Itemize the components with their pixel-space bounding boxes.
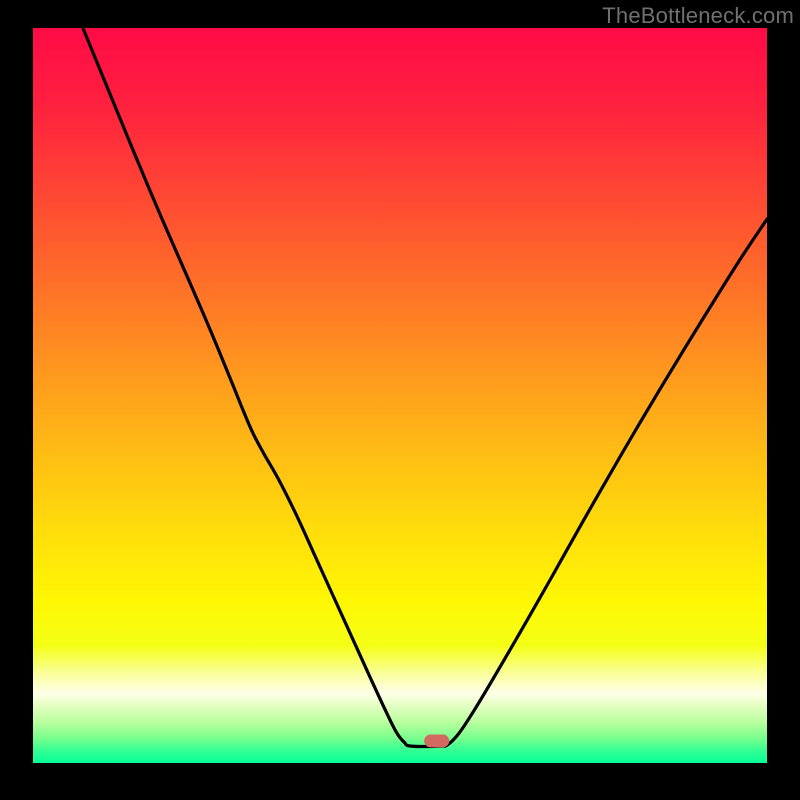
- optimum-marker: [424, 735, 449, 748]
- watermark-text: TheBottleneck.com: [602, 3, 794, 29]
- chart-container: TheBottleneck.com: [0, 0, 800, 800]
- bottleneck-curve-chart: [0, 0, 800, 800]
